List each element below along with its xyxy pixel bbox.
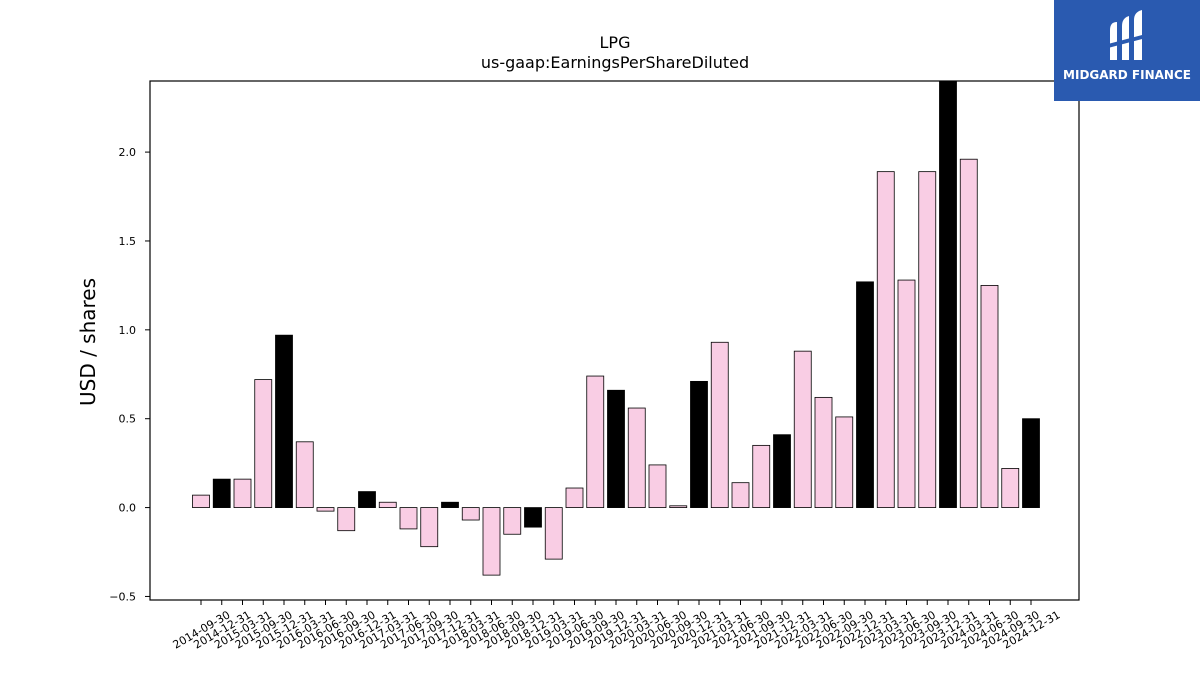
y-tick-label: 1.5 bbox=[119, 235, 137, 248]
bar-2016-06-30 bbox=[316, 507, 335, 512]
bar-2014-09-30 bbox=[192, 494, 210, 508]
chart-subtitle: us-gaap:EarningsPerShareDiluted bbox=[481, 53, 749, 72]
bar-2022-06-30 bbox=[814, 396, 833, 508]
bar-2020-03-31 bbox=[627, 407, 646, 508]
bar-2024-12-31 bbox=[1022, 418, 1040, 508]
bar-2017-03-31 bbox=[378, 501, 397, 508]
bar-2022-12-31 bbox=[856, 281, 874, 508]
bar-2020-12-31 bbox=[690, 380, 708, 508]
y-tick-label: −0.5 bbox=[109, 590, 136, 603]
bar-2014-12-31 bbox=[212, 478, 231, 508]
bar-2015-03-31 bbox=[233, 478, 252, 508]
bar-2024-09-30 bbox=[1001, 468, 1020, 508]
bar-2016-12-31 bbox=[358, 491, 376, 508]
y-axis-ticks: −0.5 0.0 0.5 1.0 1.5 2.0 bbox=[109, 146, 150, 603]
bar-2017-09-30 bbox=[420, 507, 439, 548]
bar-2016-03-31 bbox=[295, 441, 314, 508]
y-tick-label: 1.0 bbox=[119, 324, 137, 337]
bar-2023-09-30 bbox=[918, 171, 937, 508]
bar-2022-03-31 bbox=[793, 350, 812, 508]
bar-2021-09-30 bbox=[752, 444, 771, 508]
bar-2023-12-31 bbox=[939, 80, 957, 508]
bar-2017-06-30 bbox=[399, 507, 418, 530]
bar-2021-06-30 bbox=[731, 482, 750, 508]
bar-2019-09-30 bbox=[586, 375, 605, 508]
bar-2019-06-30 bbox=[565, 487, 584, 508]
bar-2024-03-31 bbox=[959, 158, 978, 508]
bar-2015-09-30 bbox=[254, 379, 273, 508]
bar-2023-03-31 bbox=[876, 171, 895, 508]
bar-2020-09-30 bbox=[669, 505, 688, 508]
bar-2016-09-30 bbox=[337, 507, 356, 532]
logo-text: MIDGARD FINANCE bbox=[1063, 68, 1191, 82]
midgard-finance-logo: MIDGARD FINANCE bbox=[1054, 0, 1200, 101]
chart-title: LPG bbox=[600, 33, 631, 52]
bars-group bbox=[192, 80, 1040, 576]
midgard-logo-icon bbox=[1108, 10, 1146, 60]
y-tick-label: 0.5 bbox=[119, 413, 137, 426]
bar-2018-12-31 bbox=[524, 507, 542, 528]
bar-2022-09-30 bbox=[835, 416, 854, 508]
bar-2015-12-31 bbox=[275, 334, 293, 508]
bar-2018-03-31 bbox=[461, 507, 480, 521]
bar-2024-06-30 bbox=[980, 284, 999, 508]
bar-2019-03-31 bbox=[544, 507, 563, 560]
bar-2018-06-30 bbox=[482, 507, 501, 576]
x-axis-ticks: 2014-09-302014-12-312015-03-312015-09-30… bbox=[171, 600, 1063, 652]
bar-2017-12-31 bbox=[441, 501, 459, 508]
bar-2019-12-31 bbox=[607, 389, 625, 508]
bar-2021-03-31 bbox=[710, 341, 729, 508]
bar-2020-06-30 bbox=[648, 464, 667, 508]
bar-2021-12-31 bbox=[773, 434, 791, 508]
y-tick-label: 0.0 bbox=[119, 502, 137, 515]
plot-frame bbox=[149, 80, 1080, 601]
bar-2018-09-30 bbox=[503, 507, 522, 535]
y-tick-label: 2.0 bbox=[119, 146, 137, 159]
y-axis-label: USD / shares bbox=[76, 278, 100, 406]
bar-2023-06-30 bbox=[897, 279, 916, 508]
